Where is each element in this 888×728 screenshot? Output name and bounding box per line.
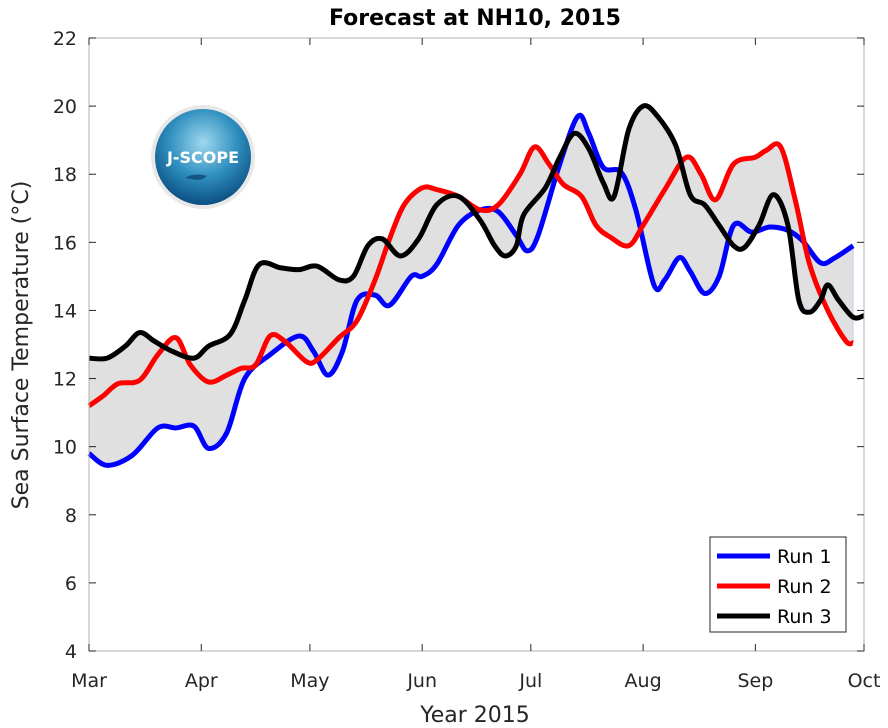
y-tick-label: 4 xyxy=(65,641,77,663)
x-axis-label: Year 2015 xyxy=(419,703,530,728)
x-tick-label: Apr xyxy=(185,670,218,692)
y-tick-label: 16 xyxy=(53,232,77,254)
series-line-run-1 xyxy=(87,112,855,468)
x-tick-label: Aug xyxy=(625,670,662,692)
y-tick-label: 10 xyxy=(53,437,77,459)
x-tick-label: Sep xyxy=(737,670,773,692)
x-tick-label: May xyxy=(290,670,329,692)
logo-text: J-SCOPE xyxy=(166,148,239,167)
x-tick-label: Oct xyxy=(848,670,881,692)
x-tick-label: Mar xyxy=(71,670,107,692)
series-line-run-2 xyxy=(87,141,854,408)
x-tick-label: Jun xyxy=(406,670,437,692)
y-axis-label: Sea Surface Temperature (°C) xyxy=(9,181,34,510)
y-tick-label: 8 xyxy=(65,505,77,527)
legend-label-run-2: Run 2 xyxy=(777,576,832,598)
x-tick-label: Jul xyxy=(518,670,542,692)
jscope-logo: J-SCOPE xyxy=(151,105,255,209)
y-tick-label: 22 xyxy=(53,28,77,50)
legend-label-run-3: Run 3 xyxy=(777,606,832,628)
y-tick-label: 20 xyxy=(53,96,77,118)
y-tick-label: 12 xyxy=(53,369,77,391)
series-line-run-3 xyxy=(88,103,865,362)
plot-box xyxy=(88,37,865,652)
y-tick-label: 18 xyxy=(53,164,77,186)
legend-label-run-1: Run 1 xyxy=(777,546,832,568)
y-tick-label: 6 xyxy=(65,573,77,595)
chart-title: Forecast at NH10, 2015 xyxy=(329,6,621,31)
legend: Run 1 Run 2 Run 3 xyxy=(709,536,847,633)
y-tick-label: 14 xyxy=(53,300,77,322)
